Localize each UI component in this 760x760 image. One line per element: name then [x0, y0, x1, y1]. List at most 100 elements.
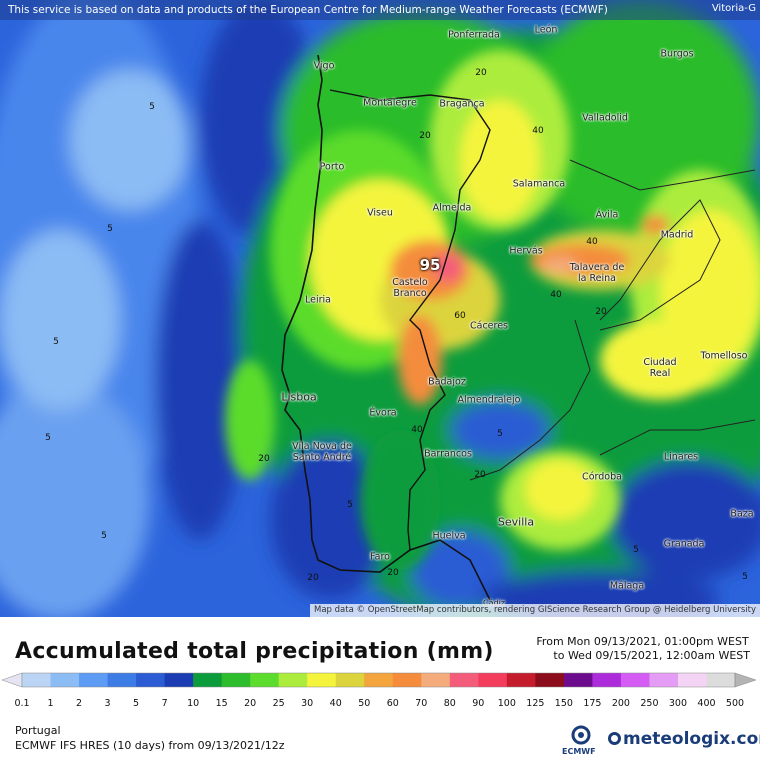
city-label: Valladolid — [582, 112, 628, 124]
city-label: Évora — [369, 407, 397, 419]
ecmwf-banner: This service is based on data and produc… — [0, 0, 760, 20]
scale-swatch — [335, 673, 365, 687]
scale-swatch — [620, 673, 650, 687]
city-label: Almendralejo — [457, 394, 521, 406]
meteologix-brand-text: meteologix.com — [623, 729, 760, 749]
scale-tick-label: 20 — [244, 698, 257, 709]
scale-tick-label: 80 — [443, 698, 456, 709]
period-to: to Wed 09/15/2021, 12:00am WEST — [553, 649, 750, 662]
city-label: León — [534, 24, 558, 36]
scale-swatch — [649, 673, 679, 687]
city-label: Lisboa — [281, 390, 317, 404]
city-label: Baza — [730, 508, 754, 520]
scale-tick-label: 300 — [668, 698, 688, 709]
contour-label: 5 — [497, 429, 503, 439]
scale-swatch — [79, 673, 109, 687]
city-label: Cádiz — [483, 598, 505, 608]
city-label: Barrancos — [424, 448, 472, 460]
city-label: Salamanca — [512, 178, 566, 190]
city-label: Talavera de la Reina — [569, 262, 625, 284]
scale-swatch — [22, 673, 52, 687]
color-scale-bar — [1, 672, 757, 688]
ecmwf-logo-icon — [571, 725, 591, 745]
contour-label: 20 — [387, 568, 399, 578]
contour-label: 20 — [595, 307, 607, 317]
scale-tick-label: 250 — [640, 698, 659, 709]
map-attribution[interactable]: Map data © OpenStreetMap contributors, r… — [310, 604, 760, 617]
city-label: Linares — [663, 451, 699, 463]
legend-panel: Accumulated total precipitation (mm) Fro… — [0, 617, 760, 760]
scale-tick-label: 0.1 — [14, 698, 30, 709]
scale-tick-label: 40 — [329, 698, 342, 709]
meteologix-brand[interactable]: meteologix.com — [608, 729, 760, 749]
contour-label: 40 — [586, 237, 598, 247]
scale-tick-label: 60 — [386, 698, 399, 709]
contour-label: 20 — [474, 470, 486, 480]
scale-tick-label: 10 — [187, 698, 200, 709]
scale-tick-label: 200 — [611, 698, 630, 709]
city-label: Porto — [319, 161, 345, 173]
contour-label: 5 — [347, 500, 353, 510]
scale-tick-label: 400 — [697, 698, 716, 709]
period-from: From Mon 09/13/2021, 01:00pm WEST — [536, 635, 749, 648]
scale-swatch — [221, 673, 251, 687]
city-label: Vila Nova de Santo André — [292, 441, 352, 463]
scale-frame — [21, 672, 736, 688]
scale-tick-label: 25 — [272, 698, 285, 709]
region-boundary — [599, 199, 721, 331]
border-portugal-spain — [329, 89, 491, 551]
contour-label: 5 — [149, 102, 155, 112]
scale-arrow-left — [1, 672, 23, 688]
city-label: Huelva — [432, 530, 466, 542]
city-label: Castelo Branco — [392, 277, 428, 299]
precipitation-map[interactable]: This service is based on data and produc… — [0, 0, 760, 617]
contour-label: 5 — [742, 572, 748, 582]
city-label: Montalegre — [363, 97, 417, 109]
scale-tick-label: 1 — [47, 698, 54, 709]
scale-tick-label: 150 — [554, 698, 573, 709]
city-label: Viseu — [367, 207, 393, 219]
scale-swatch — [449, 673, 479, 687]
city-label: Hervás — [509, 245, 543, 257]
city-label: Faro — [370, 551, 390, 563]
scale-swatch — [193, 673, 223, 687]
ecmwf-logo-text: ECMWF — [562, 747, 596, 756]
scale-swatch — [478, 673, 508, 687]
city-label: Ciudad Real — [643, 357, 677, 379]
scale-tick-label: 125 — [526, 698, 545, 709]
scale-swatch — [250, 673, 280, 687]
scale-tick-label: 50 — [358, 698, 371, 709]
map-canvas — [0, 0, 760, 617]
scale-tick-label: 100 — [497, 698, 516, 709]
city-label: Tomelloso — [700, 350, 748, 362]
region-boundary-andalusia — [599, 419, 756, 456]
scale-tick-label: 5 — [133, 698, 140, 709]
city-label: Sevilla — [497, 515, 535, 529]
contour-label: 40 — [550, 290, 562, 300]
forecast-period: From Mon 09/13/2021, 01:00pm WEST to Wed… — [536, 635, 750, 663]
city-label: Granada — [663, 538, 705, 550]
meteologix-logo-icon — [608, 732, 621, 745]
scale-swatch — [136, 673, 166, 687]
contour-label: 5 — [45, 433, 51, 443]
scale-arrow-right — [734, 672, 757, 688]
scale-tick-label: 70 — [415, 698, 428, 709]
scale-tick-label: 2 — [76, 698, 83, 709]
scale-tick-label: 500 — [725, 698, 745, 709]
scale-swatch — [677, 673, 707, 687]
scale-swatch — [107, 673, 137, 687]
scale-swatch — [364, 673, 394, 687]
scale-swatch — [421, 673, 451, 687]
contour-label: 40 — [532, 126, 544, 136]
scale-tick-label: 7 — [161, 698, 168, 709]
contour-label: 5 — [107, 224, 113, 234]
city-label: Vigo — [313, 60, 335, 72]
scale-tick-label: 15 — [215, 698, 228, 709]
city-label: Badajoz — [428, 376, 466, 388]
scale-swatch — [278, 673, 308, 687]
city-label: Ponferrada — [448, 29, 500, 41]
corner-city-label: Vitoria-G — [711, 3, 756, 14]
city-label: Burgos — [660, 48, 694, 60]
model-run-label: ECMWF IFS HRES (10 days) from 09/13/2021… — [15, 739, 285, 752]
contour-label: 20 — [307, 573, 319, 583]
